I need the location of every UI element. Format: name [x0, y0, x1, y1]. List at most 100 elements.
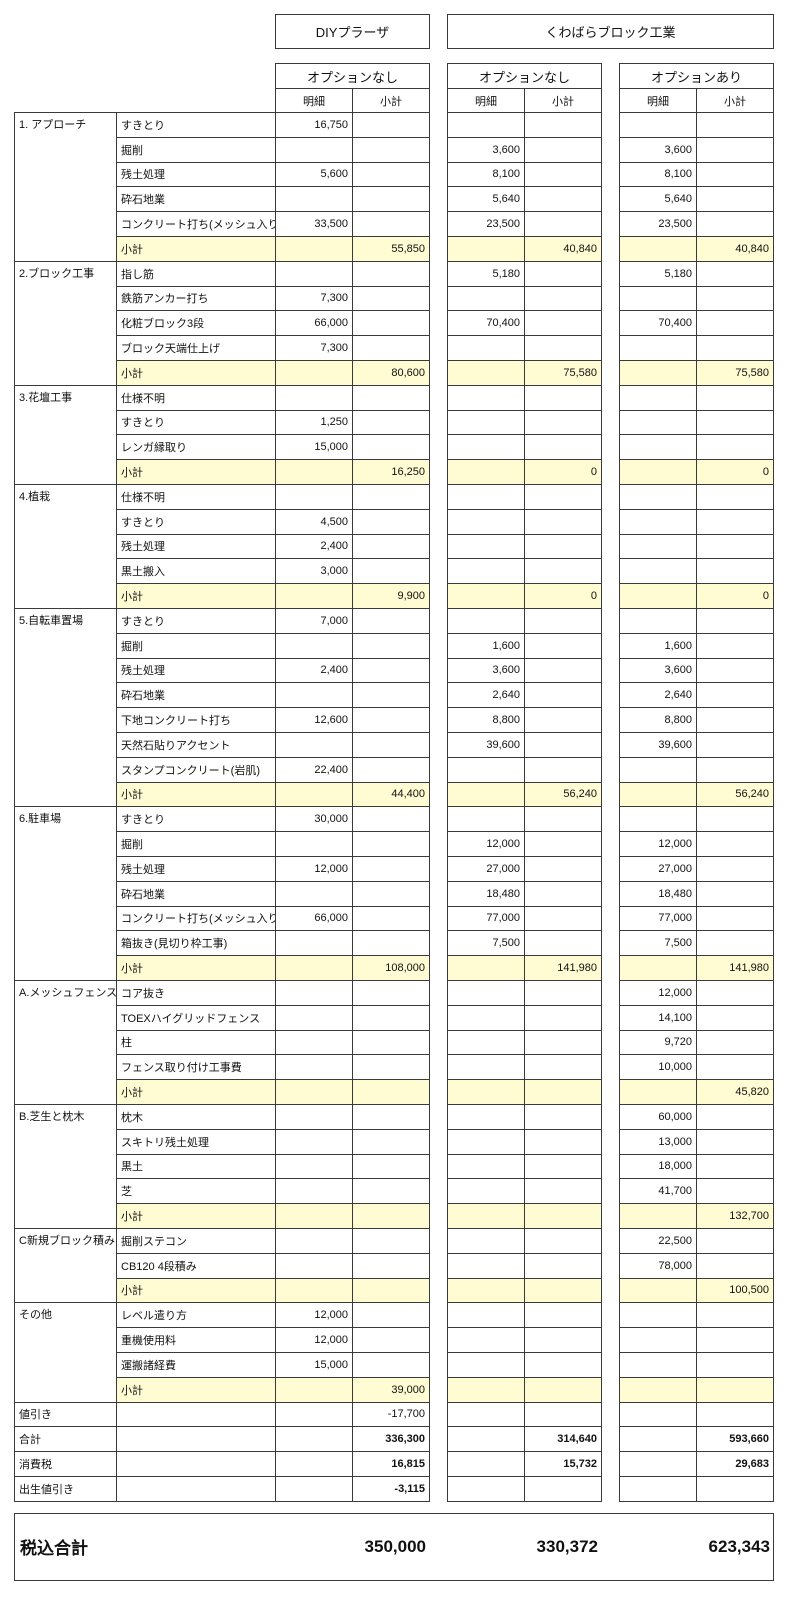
amount-cell: [275, 484, 353, 510]
item-name-text: 柱: [121, 1037, 132, 1050]
footer-amount: [447, 1401, 525, 1428]
footer-amount: 15,732: [524, 1451, 602, 1477]
empty-cell: [116, 1401, 276, 1428]
amount-cell: [524, 632, 602, 659]
item-name-text: 鉄筋アンカー打ち: [121, 293, 209, 306]
amount-cell-text: 3,600: [492, 664, 520, 677]
footer-amount: 314,640: [524, 1426, 602, 1453]
amount-cell-text: 14,100: [658, 1011, 692, 1024]
amount-cell: [275, 980, 353, 1006]
amount-cell: [696, 756, 774, 783]
amount-cell: [619, 558, 697, 585]
amount-cell: [524, 558, 602, 585]
amount-cell: [352, 1352, 430, 1378]
item-name-text: 掘削: [121, 144, 143, 157]
amount-cell: 141,980: [696, 955, 774, 981]
subtotal-label: 小計: [116, 781, 276, 808]
amount-cell-text: 16,750: [314, 118, 348, 131]
item-name: コンクリート打ち(メッシュ入り): [116, 211, 276, 237]
option-header-diy-text: オプションなし: [306, 69, 398, 85]
item-name-text: 掘削ステコン: [121, 1235, 187, 1248]
amount-cell: 27,000: [447, 856, 525, 882]
amount-cell: [352, 434, 430, 461]
footer-amount: [275, 1476, 353, 1502]
amount-cell: 44,400: [352, 781, 430, 808]
amount-cell: [524, 880, 602, 907]
footer-amount-text: 15,732: [563, 1458, 597, 1471]
amount-cell: [447, 1327, 525, 1353]
amount-cell-text: 33,500: [314, 218, 348, 231]
amount-cell: [696, 905, 774, 932]
amount-cell: [524, 1153, 602, 1180]
footer-amount: -3,115: [352, 1476, 430, 1502]
item-name: 指し筋: [116, 260, 276, 287]
category-cell: 6.駐車場: [14, 806, 117, 981]
item-name-text: 仕様不明: [121, 392, 165, 405]
amount-cell: [524, 756, 602, 783]
amount-cell: [619, 459, 697, 485]
company-header-diy: DIYプラーザ: [275, 14, 430, 49]
item-name-text: 芝: [121, 1186, 132, 1199]
amount-cell: 2,640: [619, 682, 697, 709]
amount-cell: [352, 657, 430, 684]
amount-cell: 15,000: [275, 434, 353, 461]
category-cell: A.メッシュフェンス: [14, 980, 117, 1105]
amount-cell: 40,840: [524, 236, 602, 262]
amount-cell: [352, 756, 430, 783]
amount-cell: [524, 732, 602, 758]
amount-cell-text: 7,000: [320, 614, 348, 627]
amount-cell: [352, 136, 430, 163]
amount-cell: [619, 112, 697, 138]
item-name-text: すきとり: [121, 814, 165, 827]
amount-cell: [619, 1079, 697, 1105]
amount-cell: [447, 1302, 525, 1329]
amount-cell: [447, 1252, 525, 1279]
amount-cell: [352, 161, 430, 188]
amount-cell-text: 39,600: [486, 738, 520, 751]
item-name-text: CB120 4段積み: [121, 1260, 197, 1273]
amount-cell: [447, 1376, 525, 1403]
amount-cell: [524, 285, 602, 312]
amount-cell: [352, 682, 430, 709]
grand-total-label: 税込合計: [14, 1513, 214, 1581]
footer-amount-text: 29,683: [735, 1458, 769, 1471]
amount-cell: [447, 1079, 525, 1105]
option-header-diy: オプションなし: [275, 63, 430, 89]
amount-cell: [619, 1203, 697, 1229]
amount-cell: 41,700: [619, 1178, 697, 1205]
amount-cell: 75,580: [696, 360, 774, 386]
amount-cell: [619, 508, 697, 535]
amount-cell-text: 12,000: [486, 838, 520, 851]
amount-cell: [447, 384, 525, 411]
amount-cell: [524, 384, 602, 411]
category-cell-text: その他: [19, 1309, 52, 1322]
amount-cell-text: 27,000: [486, 862, 520, 875]
amount-cell: 39,000: [352, 1376, 430, 1403]
amount-cell: [447, 484, 525, 510]
category-cell-text: 2.ブロック工事: [19, 267, 95, 280]
amount-cell-text: 30,000: [314, 813, 348, 826]
item-name-text: 砕石地業: [121, 194, 165, 207]
item-name: 下地コンクリート打ち: [116, 707, 276, 733]
amount-cell: [447, 1004, 525, 1031]
amount-cell: [524, 1327, 602, 1353]
amount-cell: [696, 732, 774, 758]
amount-cell: [352, 707, 430, 733]
item-name: 天然石貼りアクセント: [116, 732, 276, 758]
amount-cell: 18,480: [619, 880, 697, 907]
amount-cell: [619, 1327, 697, 1353]
column-header-detail-text: 明細: [475, 95, 497, 108]
item-name-text: 化粧ブロック3段: [121, 318, 205, 331]
amount-cell: [619, 335, 697, 361]
footer-amount: [619, 1476, 697, 1502]
item-name: 重機使用料: [116, 1327, 276, 1353]
amount-cell: 141,980: [524, 955, 602, 981]
amount-cell-text: 18,480: [658, 887, 692, 900]
amount-cell-text: 2,640: [492, 689, 520, 702]
amount-cell: 40,840: [696, 236, 774, 262]
category-cell: 5.自転車置場: [14, 608, 117, 808]
empty-cell: [116, 1426, 276, 1453]
item-name: 仕様不明: [116, 484, 276, 510]
column-header-subtotal-text: 小計: [724, 95, 746, 108]
amount-cell: [696, 434, 774, 461]
